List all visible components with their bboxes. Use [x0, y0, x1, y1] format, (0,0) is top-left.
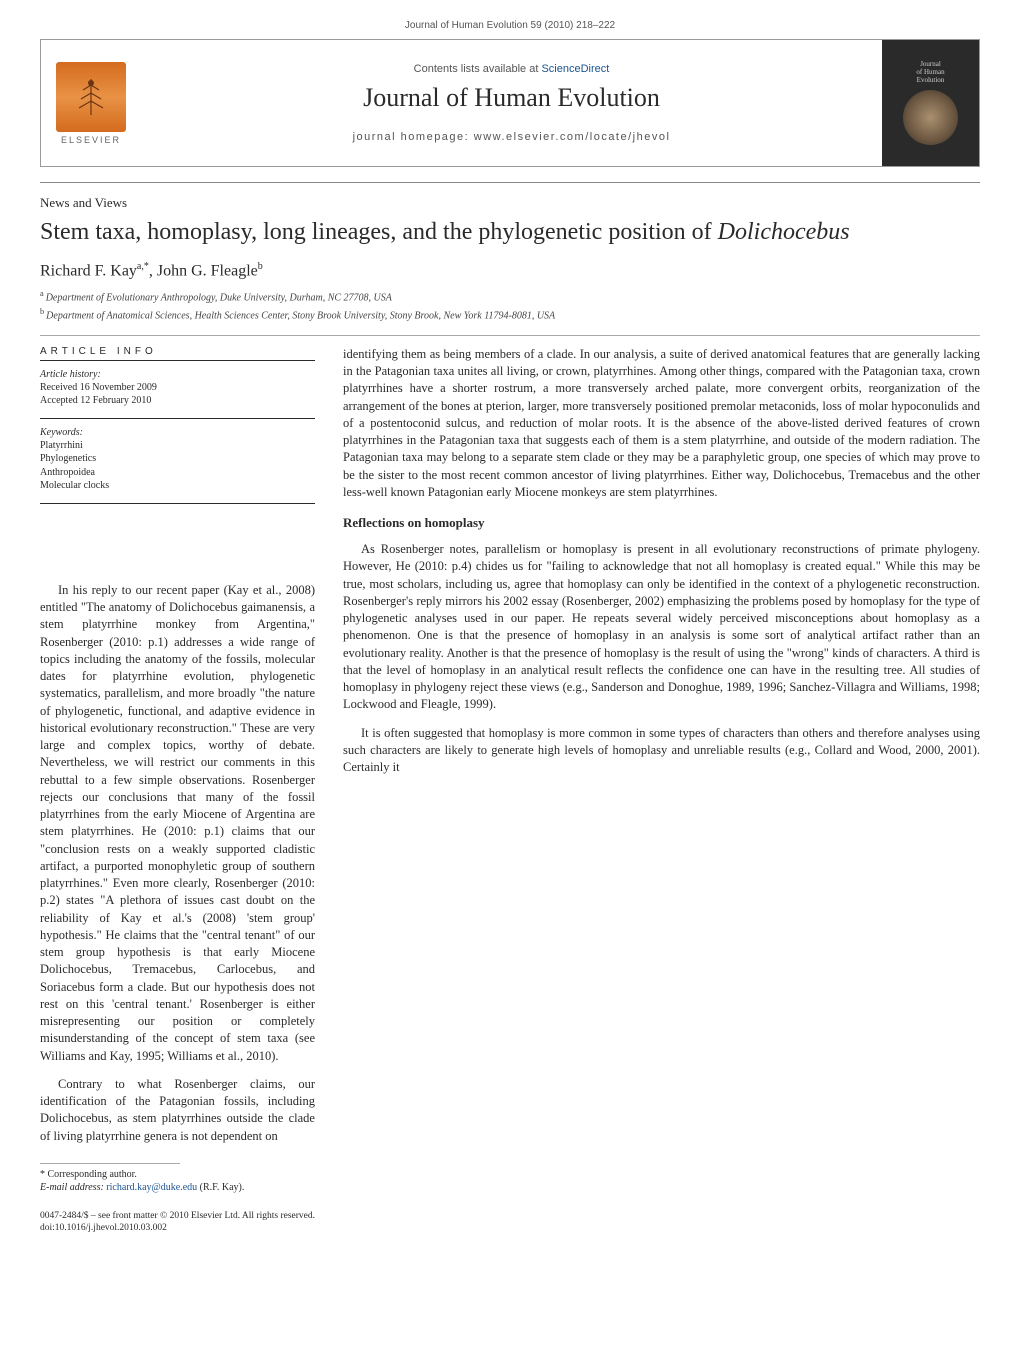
- affil-b-sup: b: [40, 307, 44, 316]
- contents-list: Contents lists available at ScienceDirec…: [414, 63, 610, 75]
- corresponding-author: * Corresponding author.: [40, 1168, 315, 1181]
- cover-skull-icon: [903, 90, 958, 145]
- affil-b: bDepartment of Anatomical Sciences, Heal…: [40, 306, 980, 323]
- section-label: News and Views: [40, 195, 980, 211]
- history-title: Article history:: [40, 369, 315, 380]
- paragraph-1: In his reply to our recent paper (Kay et…: [40, 582, 315, 1065]
- paragraph-5: It is often suggested that homoplasy is …: [343, 725, 980, 777]
- doi-text: doi:10.1016/j.jhevol.2010.03.002: [40, 1222, 315, 1234]
- affil-b-text: Department of Anatomical Sciences, Healt…: [46, 310, 555, 321]
- right-column: identifying them as being members of a c…: [343, 346, 980, 1235]
- rule-under-affil: [40, 335, 980, 336]
- title-text: Stem taxa, homoplasy, long lineages, and…: [40, 219, 718, 245]
- affiliations: aDepartment of Evolutionary Anthropology…: [40, 288, 980, 323]
- rule-top: [40, 182, 980, 183]
- keywords-body: Platyrrhini Phylogenetics Anthropoidea M…: [40, 439, 315, 493]
- paragraph-3: identifying them as being members of a c…: [343, 346, 980, 501]
- author-2-sup: b: [258, 261, 263, 272]
- email-suffix: (R.F. Kay).: [197, 1182, 244, 1193]
- homepage-prefix: journal homepage:: [353, 131, 474, 143]
- two-column-layout: ARTICLE INFO Article history: Received 1…: [40, 346, 980, 1235]
- contents-prefix: Contents lists available at: [414, 63, 542, 75]
- article-info-title: ARTICLE INFO: [40, 346, 315, 357]
- paragraph-2: Contrary to what Rosenberger claims, our…: [40, 1076, 315, 1145]
- keywords-title: Keywords:: [40, 427, 315, 438]
- copyright-text: 0047-2484/$ – see front matter © 2010 El…: [40, 1210, 315, 1222]
- author-2: , John G. Fleagle: [149, 262, 258, 279]
- info-rule-3: [40, 503, 315, 504]
- title-species: Dolichocebus: [718, 219, 850, 245]
- sciencedirect-link[interactable]: ScienceDirect: [541, 63, 609, 75]
- homepage-url[interactable]: www.elsevier.com/locate/jhevol: [474, 131, 671, 143]
- affil-a-sup: a: [40, 289, 44, 298]
- affil-a-text: Department of Evolutionary Anthropology,…: [46, 293, 392, 304]
- banner-center: Contents lists available at ScienceDirec…: [141, 40, 882, 166]
- email-link[interactable]: richard.kay@duke.edu: [106, 1182, 197, 1193]
- section-heading-homoplasy: Reflections on homoplasy: [343, 515, 980, 531]
- citation-header: Journal of Human Evolution 59 (2010) 218…: [40, 20, 980, 31]
- cover-text: Journal of Human Evolution: [916, 61, 944, 84]
- journal-cover: Journal of Human Evolution: [882, 40, 979, 166]
- author-1: Richard F. Kay: [40, 262, 137, 279]
- elsevier-tree-icon: [56, 62, 126, 132]
- journal-title: Journal of Human Evolution: [363, 83, 660, 113]
- paragraph-4: As Rosenberger notes, parallelism or hom…: [343, 541, 980, 714]
- journal-banner: ELSEVIER Contents lists available at Sci…: [40, 39, 980, 167]
- info-rule-1: [40, 360, 315, 361]
- article-title: Stem taxa, homoplasy, long lineages, and…: [40, 217, 980, 247]
- email-label: E-mail address:: [40, 1182, 106, 1193]
- email-footnote: E-mail address: richard.kay@duke.edu (R.…: [40, 1181, 315, 1194]
- elsevier-logo: ELSEVIER: [41, 40, 141, 166]
- copyright-block: 0047-2484/$ – see front matter © 2010 El…: [40, 1210, 315, 1235]
- footnote-rule: [40, 1163, 180, 1164]
- elsevier-label: ELSEVIER: [61, 135, 121, 145]
- affil-a: aDepartment of Evolutionary Anthropology…: [40, 288, 980, 305]
- history-body: Received 16 November 2009 Accepted 12 Fe…: [40, 381, 315, 408]
- info-rule-2: [40, 418, 315, 419]
- authors: Richard F. Kaya,*, John G. Fleagleb: [40, 261, 980, 280]
- journal-homepage: journal homepage: www.elsevier.com/locat…: [353, 131, 671, 143]
- left-column: ARTICLE INFO Article history: Received 1…: [40, 346, 315, 1235]
- author-1-sup: a,*: [137, 261, 149, 272]
